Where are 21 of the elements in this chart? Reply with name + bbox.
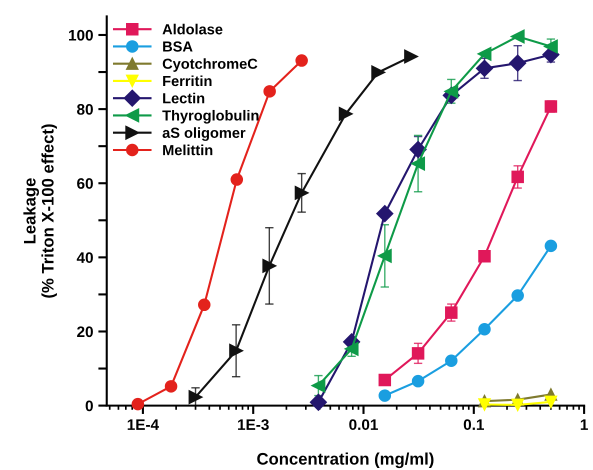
x-tick-label: 0.1 — [464, 419, 484, 430]
x-tick-label: 1E-3 — [238, 419, 269, 430]
legend-label: CyotchromeC — [162, 58, 258, 72]
y-tick-label: 100 — [69, 30, 93, 41]
legend-label: Lectin — [163, 92, 204, 104]
y-tick-label: 0 — [86, 400, 93, 412]
x-tick-label: 1 — [580, 419, 588, 430]
y-axis-title: Leakage (% Triton X-100 effect) — [23, 124, 57, 298]
x-tick-label: 1E-4 — [128, 419, 159, 430]
legend-label: BSA — [163, 41, 193, 52]
legend-label: Aldolase — [162, 24, 222, 34]
y-tick-label: 40 — [76, 252, 93, 264]
x-tick-label: 0.01 — [349, 419, 378, 430]
y-tick-label: 80 — [77, 104, 93, 115]
y-tick-label: 60 — [77, 178, 93, 189]
y-tick-label: 20 — [77, 326, 93, 338]
legend-label: Ferritin — [163, 75, 212, 86]
legend-label: aS oligomer — [162, 127, 246, 141]
x-axis-title: Concentration (mg/ml) — [257, 452, 434, 468]
legend-label: Melittin — [163, 144, 212, 156]
legend-label: Thyroglobulin — [162, 110, 258, 124]
